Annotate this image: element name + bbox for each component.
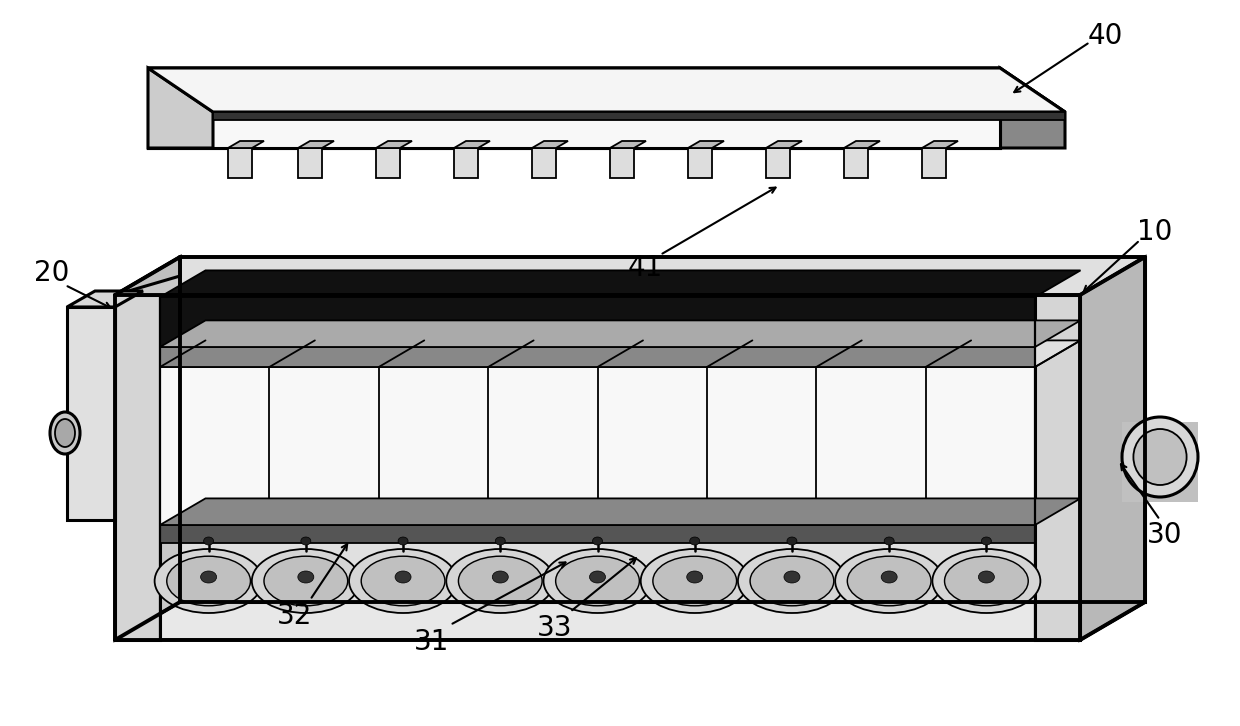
Ellipse shape (689, 537, 699, 545)
Polygon shape (115, 257, 1145, 295)
Polygon shape (148, 68, 1065, 112)
Polygon shape (923, 148, 946, 178)
Ellipse shape (653, 556, 737, 605)
Ellipse shape (155, 549, 263, 613)
Polygon shape (160, 499, 1080, 525)
Text: 20: 20 (35, 259, 69, 287)
Ellipse shape (252, 549, 360, 613)
Ellipse shape (738, 549, 846, 613)
Polygon shape (67, 291, 143, 307)
Polygon shape (67, 307, 115, 520)
Polygon shape (532, 141, 568, 148)
Polygon shape (610, 141, 646, 148)
Polygon shape (688, 148, 712, 178)
Ellipse shape (264, 556, 347, 605)
Text: 10: 10 (1137, 218, 1173, 246)
Text: 31: 31 (414, 628, 450, 656)
Ellipse shape (882, 571, 898, 583)
Polygon shape (688, 141, 724, 148)
Text: 32: 32 (278, 602, 312, 630)
Polygon shape (228, 148, 252, 178)
Ellipse shape (750, 556, 833, 605)
Polygon shape (148, 68, 1065, 112)
Ellipse shape (836, 549, 944, 613)
Polygon shape (766, 148, 790, 178)
Ellipse shape (201, 571, 217, 583)
Ellipse shape (361, 556, 445, 605)
Polygon shape (532, 148, 556, 178)
Text: 41: 41 (627, 254, 662, 282)
Ellipse shape (589, 571, 605, 583)
Polygon shape (148, 68, 999, 148)
Polygon shape (180, 257, 1145, 602)
Polygon shape (1122, 422, 1198, 502)
Polygon shape (115, 257, 180, 640)
Ellipse shape (981, 537, 992, 545)
Polygon shape (376, 148, 401, 178)
Polygon shape (1035, 295, 1080, 640)
Ellipse shape (398, 537, 408, 545)
Ellipse shape (203, 537, 213, 545)
Polygon shape (160, 347, 1035, 367)
Polygon shape (298, 148, 322, 178)
Polygon shape (376, 141, 412, 148)
Polygon shape (160, 367, 1035, 525)
Ellipse shape (492, 571, 508, 583)
Polygon shape (454, 141, 490, 148)
Polygon shape (115, 257, 180, 295)
Ellipse shape (459, 556, 542, 605)
Polygon shape (844, 141, 880, 148)
Polygon shape (999, 68, 1065, 148)
Polygon shape (844, 148, 868, 178)
Ellipse shape (396, 571, 410, 583)
Text: 33: 33 (537, 614, 573, 642)
Polygon shape (115, 295, 160, 640)
Polygon shape (148, 68, 213, 148)
Polygon shape (160, 297, 1035, 347)
Ellipse shape (784, 571, 800, 583)
Ellipse shape (495, 537, 505, 545)
Polygon shape (228, 141, 264, 148)
Ellipse shape (556, 556, 640, 605)
Text: 30: 30 (1147, 521, 1183, 549)
Ellipse shape (593, 537, 603, 545)
Ellipse shape (50, 412, 81, 454)
Ellipse shape (298, 571, 314, 583)
Ellipse shape (55, 419, 74, 447)
Text: 40: 40 (1087, 22, 1122, 50)
Ellipse shape (641, 549, 749, 613)
Ellipse shape (446, 549, 554, 613)
Polygon shape (115, 602, 1145, 640)
Ellipse shape (787, 537, 797, 545)
Ellipse shape (978, 571, 994, 583)
Polygon shape (766, 141, 802, 148)
Polygon shape (610, 148, 634, 178)
Polygon shape (1080, 257, 1145, 640)
Polygon shape (213, 112, 1065, 120)
Polygon shape (923, 141, 959, 148)
Ellipse shape (945, 556, 1028, 605)
Ellipse shape (1122, 417, 1198, 497)
Ellipse shape (847, 556, 931, 605)
Ellipse shape (301, 537, 311, 545)
Polygon shape (454, 148, 477, 178)
Ellipse shape (348, 549, 458, 613)
Polygon shape (160, 525, 1035, 543)
Ellipse shape (1133, 429, 1187, 485)
Ellipse shape (932, 549, 1040, 613)
Ellipse shape (687, 571, 703, 583)
Polygon shape (298, 141, 334, 148)
Polygon shape (148, 68, 999, 148)
Ellipse shape (166, 556, 250, 605)
Ellipse shape (884, 537, 894, 545)
Polygon shape (160, 320, 1080, 347)
Ellipse shape (543, 549, 651, 613)
Polygon shape (160, 270, 1080, 297)
Polygon shape (160, 340, 1080, 367)
